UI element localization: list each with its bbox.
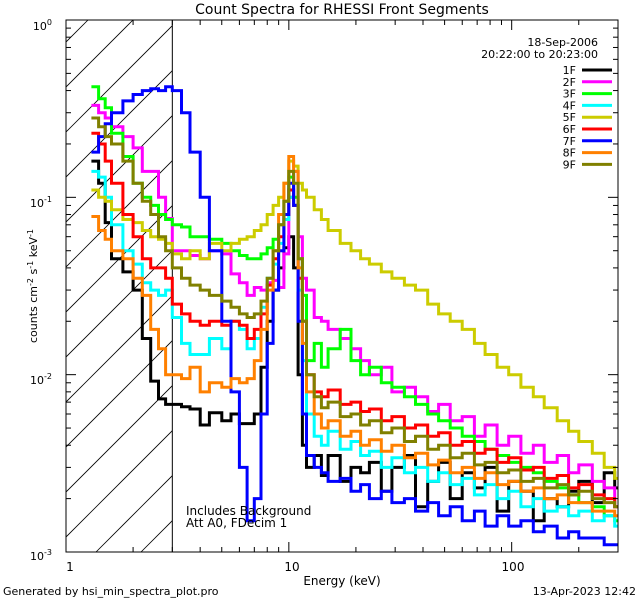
legend-label-3F: 3F xyxy=(563,88,576,101)
series-line-2F xyxy=(91,103,618,509)
legend-label-5F: 5F xyxy=(563,111,576,124)
axis-ticks xyxy=(65,19,619,553)
svg-text:counts cm-2 s-1 keV-1: counts cm-2 s-1 keV-1 xyxy=(26,229,40,343)
footer-timestamp: 13-Apr-2023 12:42 xyxy=(533,585,636,598)
series-line-5F xyxy=(91,159,618,480)
plot-frame xyxy=(65,19,619,553)
legend-label-4F: 4F xyxy=(563,99,576,112)
legend-label-1F: 1F xyxy=(563,64,576,77)
x-tick-label: 10 xyxy=(284,560,299,574)
svg-text:10-3: 10-3 xyxy=(30,548,52,563)
series-line-7F xyxy=(91,85,618,547)
series-line-3F xyxy=(91,85,618,523)
x-tick-label: 1 xyxy=(66,560,74,574)
date-label: 18-Sep-2006 xyxy=(527,36,598,49)
x-axis-label: Energy (keV) xyxy=(303,574,380,588)
series-line-6F xyxy=(91,131,618,509)
y-tick-label: 10-2 xyxy=(30,372,52,387)
y-tick-label: 10-1 xyxy=(30,195,52,210)
svg-text:10-1: 10-1 xyxy=(30,195,52,210)
svg-text:100: 100 xyxy=(33,18,52,33)
series-line-8F xyxy=(91,155,618,518)
y-axis-label: counts cm-2 s-1 keV-1 xyxy=(26,229,40,343)
y-tick-label: 100 xyxy=(33,18,52,33)
svg-text:10-2: 10-2 xyxy=(30,372,52,387)
y-tick-label: 10-3 xyxy=(30,548,52,563)
footer-generated-by: Generated by hsi_min_spectra_plot.pro xyxy=(3,585,219,598)
annotation-attenuator: Att A0, FDecim 1 xyxy=(186,516,287,530)
time-range-label: 20:22:00 to 20:23:00 xyxy=(481,48,598,61)
legend-label-8F: 8F xyxy=(563,147,576,160)
annotation-background: Includes Background xyxy=(186,504,311,518)
series-line-9F xyxy=(91,116,618,509)
series-layer xyxy=(91,85,618,547)
legend-label-7F: 7F xyxy=(563,135,576,148)
legend-label-6F: 6F xyxy=(563,123,576,136)
x-tick-label: 100 xyxy=(502,560,525,574)
chart-title: Count Spectra for RHESSI Front Segments xyxy=(195,2,489,18)
legend-label-9F: 9F xyxy=(563,158,576,171)
legend-label-2F: 2F xyxy=(563,76,576,89)
